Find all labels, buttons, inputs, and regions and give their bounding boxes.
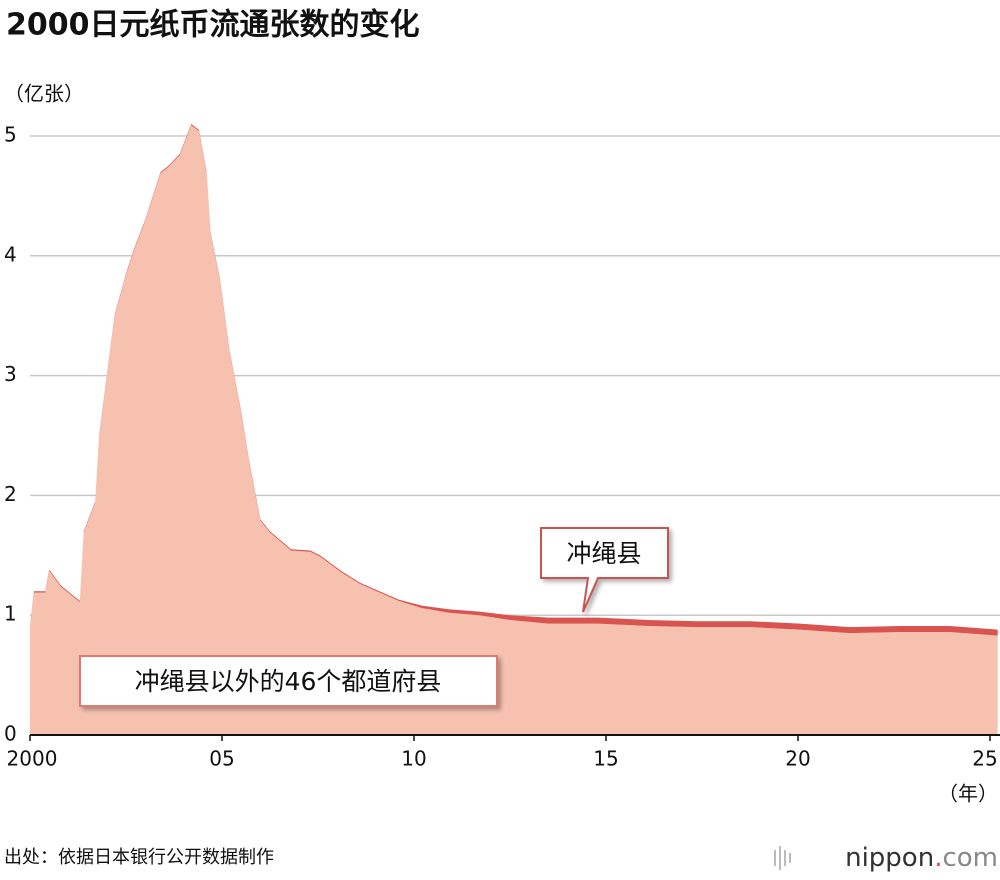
- logo-part: .: [934, 843, 942, 873]
- x-tick-label: 15: [593, 747, 618, 771]
- y-tick-label: 0: [4, 722, 17, 746]
- y-tick-label: 5: [4, 123, 17, 147]
- x-tick-label: 10: [401, 747, 426, 771]
- callout-box: [79, 655, 498, 707]
- logo-text: nippon.com: [845, 843, 998, 873]
- y-tick-label: 4: [4, 242, 17, 266]
- callout-box: [540, 527, 669, 613]
- source: 出处：依据日本银行公开数据制作: [4, 847, 274, 868]
- x-axis-label: （年）: [938, 782, 998, 806]
- y-tick-label: 2: [4, 482, 17, 506]
- logo-part: com: [942, 843, 998, 873]
- y-axis-label: （亿张）: [4, 82, 84, 106]
- x-tick-label: 05: [209, 747, 234, 771]
- legend-label: 冲绳县以外的46个都道府县: [135, 667, 442, 696]
- x-tick-label: 2000: [7, 747, 58, 771]
- callout: 冲绳县以外的46个都道府县: [79, 655, 498, 707]
- x-tick-label: 20: [785, 747, 810, 771]
- legend-label: 冲绳县: [566, 539, 641, 568]
- logo-part: nippon: [845, 843, 934, 873]
- logo: nippon.com: [774, 843, 998, 873]
- y-tick-label: 1: [4, 602, 17, 626]
- x-tick-label: 25: [972, 747, 997, 771]
- chart-title: 2000日元纸币流通张数的变化: [6, 8, 420, 43]
- y-tick-label: 3: [4, 362, 17, 386]
- callout: 冲绳县: [540, 527, 669, 613]
- area: [30, 125, 998, 735]
